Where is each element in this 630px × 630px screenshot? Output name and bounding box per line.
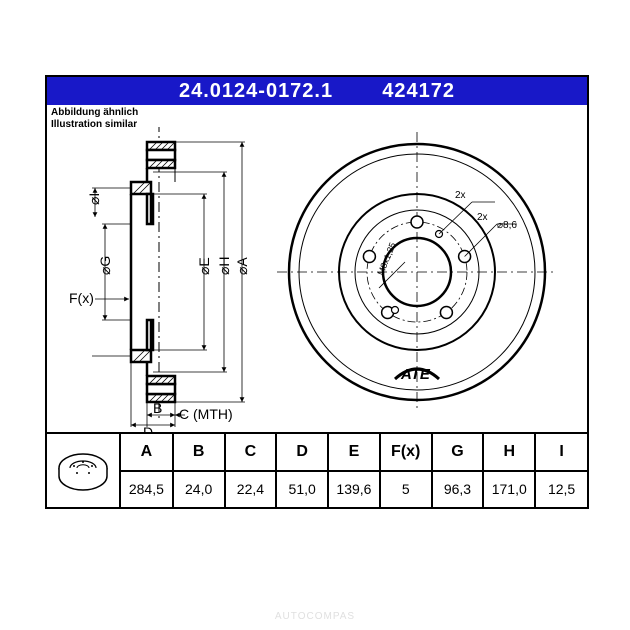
spec-table-wrap: A B C D E F(x) G H I 284,5 24,0 22,4 51,… [47,432,587,507]
val-G: 96,3 [432,471,484,508]
label-Fx: F(x) [69,290,94,306]
thumbnail [47,434,121,507]
val-I: 12,5 [535,471,587,508]
val-B: 24,0 [173,471,225,508]
table-value-row: 284,5 24,0 22,4 51,0 139,6 5 96,3 171,0 … [121,471,587,508]
label-dia-A: ⌀A [234,257,250,275]
section-view: ⌀A ⌀H ⌀E ⌀G ⌀I F(x) B C (MTH) D [69,127,250,432]
col-B: B [173,434,225,471]
val-H: 171,0 [483,471,535,508]
col-H: H [483,434,535,471]
label-2x-b: 2x [477,212,488,223]
col-I: I [535,434,587,471]
label-dia-E: ⌀E [196,257,212,275]
label-B: B [153,400,162,416]
front-view: 2x 2x ⌀8,6 M8x1,25 ATE [277,132,557,412]
label-dia-I: ⌀I [86,193,102,205]
col-E: E [328,434,380,471]
part-number: 24.0124-0172.1 [179,77,333,105]
technical-drawing: ⌀A ⌀H ⌀E ⌀G ⌀I F(x) B C (MTH) D [47,127,587,432]
label-D: D [143,424,153,432]
label-dia-H: ⌀H [216,256,232,275]
title-bar: 24.0124-0172.1 424172 [47,77,587,105]
short-number: 424172 [382,77,455,105]
val-C: 22,4 [225,471,277,508]
svg-text:ATE: ATE [400,366,431,383]
col-Fx: F(x) [380,434,432,471]
val-D: 51,0 [276,471,328,508]
caption-de: Abbildung ähnlich [51,107,138,119]
spec-table: A B C D E F(x) G H I 284,5 24,0 22,4 51,… [121,434,587,507]
drawing-sheet: 24.0124-0172.1 424172 Abbildung ähnlich … [45,75,589,509]
col-G: G [432,434,484,471]
col-A: A [121,434,173,471]
val-Fx: 5 [380,471,432,508]
label-C: C (MTH) [179,406,233,422]
label-2x-a: 2x [455,190,466,201]
val-E: 139,6 [328,471,380,508]
label-dia-G: ⌀G [97,256,113,275]
col-D: D [276,434,328,471]
label-hole-d: ⌀8,6 [497,220,517,231]
val-A: 284,5 [121,471,173,508]
col-C: C [225,434,277,471]
table-header-row: A B C D E F(x) G H I [121,434,587,471]
watermark: AUTOCOMPAS [0,611,630,622]
